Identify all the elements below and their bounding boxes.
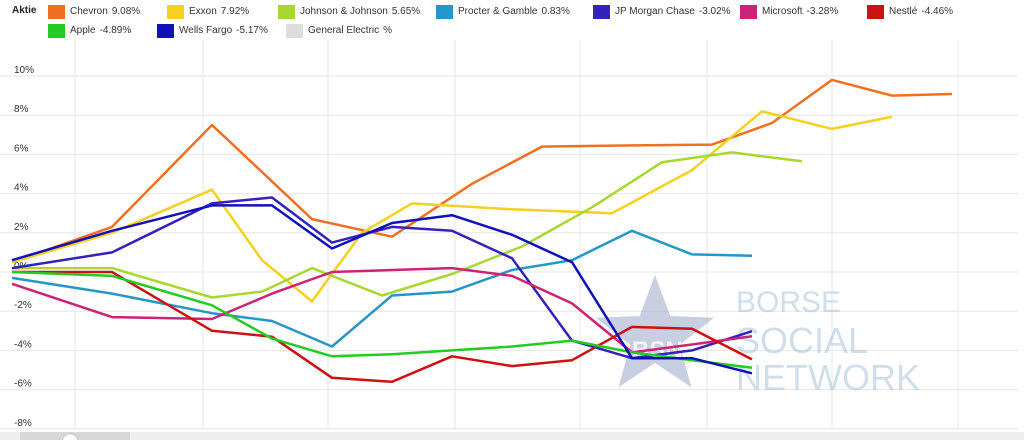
y-tick-label: -4% <box>14 339 32 350</box>
legend-series-name: Nestlé <box>889 6 918 17</box>
scrollbar-track[interactable] <box>0 432 1024 440</box>
watermark-line-3: NETWORK <box>736 357 920 398</box>
legend-series-value: 5.65% <box>391 6 421 17</box>
scrollbar-handle[interactable] <box>61 433 79 440</box>
plot-background <box>0 40 1024 440</box>
legend-swatch <box>286 24 303 38</box>
y-tick-label: 2% <box>14 222 29 233</box>
range-scrollbar[interactable] <box>0 432 1024 440</box>
legend-series-value: 0.83% <box>541 6 570 17</box>
legend-swatch <box>167 5 184 19</box>
grid-lines <box>0 40 1018 430</box>
bsn-watermark: BSN BORSE SOCIAL NETWORK <box>596 275 920 398</box>
legend-series-name: JP Morgan Chase <box>615 6 695 17</box>
legend-series-name: Johnson & Johnson <box>300 6 388 17</box>
series-line <box>11 196 753 360</box>
legend-label: Apple -4.89% <box>70 25 131 36</box>
legend-label: Johnson & Johnson 5.65% <box>300 6 420 17</box>
legend-series-value: 7.92% <box>220 6 250 17</box>
legend-swatch <box>278 5 295 19</box>
y-tick-label: 10% <box>14 65 34 76</box>
legend-label: General Electric% <box>308 25 392 36</box>
series-line <box>11 78 953 264</box>
legend-series-value: % <box>383 25 393 36</box>
series-lines <box>11 78 953 384</box>
y-tick-label: 4% <box>14 183 29 194</box>
legend-series-value: -4.89% <box>99 25 132 36</box>
legend-series-value: -5.17% <box>236 25 268 36</box>
legend-series-value: -3.02% <box>698 6 731 17</box>
series-line <box>11 204 753 375</box>
legend-label: Chevron 9.08% <box>70 6 140 17</box>
legend-title: Aktie <box>12 5 37 16</box>
series-line <box>11 266 753 354</box>
y-tick-label: -6% <box>14 379 32 390</box>
line-chart: -8%-6%-4%-2%0%2%4%6%8%10% BSN BORSE SOCI… <box>0 40 1024 440</box>
legend-swatch <box>48 5 65 19</box>
legend-label: Wells Fargo -5.17% <box>179 25 268 36</box>
legend-series-name: Chevron <box>70 6 108 17</box>
y-tick-label: -8% <box>14 418 32 429</box>
series-line <box>11 270 753 370</box>
legend-series-name: General Electric <box>308 25 380 36</box>
series-line <box>12 151 803 299</box>
legend-series-name: Procter & Gamble <box>458 6 538 17</box>
watermark-line-1: BORSE <box>736 286 841 319</box>
legend-series-name: Apple <box>70 25 96 36</box>
legend-swatch <box>48 24 65 38</box>
legend-series-value: 9.08% <box>111 6 141 17</box>
series-line <box>11 229 753 348</box>
star-icon <box>596 275 714 388</box>
legend-swatch <box>157 24 174 38</box>
legend-label: Procter & Gamble 0.83% <box>458 6 570 17</box>
y-tick-label: -2% <box>14 300 32 311</box>
legend-swatch <box>436 5 453 19</box>
legend-series-name: Wells Fargo <box>179 25 233 36</box>
legend-label: Exxon 7.92% <box>189 6 249 17</box>
legend-series-name: Exxon <box>189 6 217 17</box>
legend-swatch <box>867 5 884 19</box>
legend-series-value: -3.28% <box>806 6 839 17</box>
watermark-line-2: SOCIAL <box>736 320 868 361</box>
legend-swatch <box>593 5 610 19</box>
series-line <box>12 270 753 384</box>
legend-label: Microsoft -3.28% <box>762 6 838 17</box>
legend-swatch <box>740 5 757 19</box>
legend-label: Nestlé -4.46% <box>889 6 953 17</box>
legend-label: JP Morgan Chase -3.02% <box>615 6 731 17</box>
chart-legend: Aktie Chevron 9.08% Exxon 7.92% Johnson & Jo… <box>0 0 1024 40</box>
legend-series-name: Microsoft <box>762 6 803 17</box>
y-tick-label: 8% <box>14 104 29 115</box>
legend-series-value: -4.46% <box>921 6 954 17</box>
series-line <box>11 110 893 303</box>
y-tick-label: 6% <box>14 143 29 154</box>
